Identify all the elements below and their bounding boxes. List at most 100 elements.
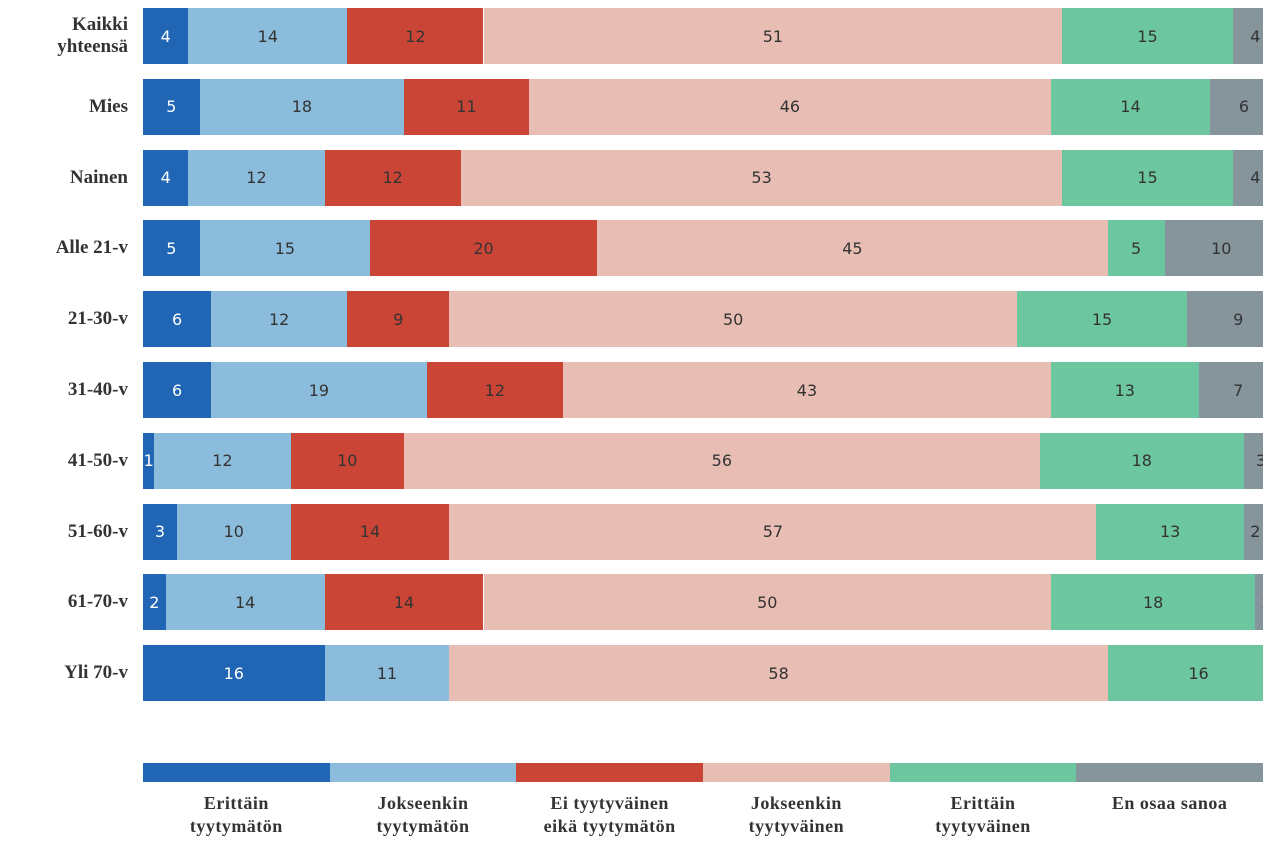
value-label: 11	[376, 663, 398, 683]
value-label: 19	[308, 380, 330, 400]
bar-segment	[324, 574, 484, 631]
value-label: 10	[223, 522, 244, 542]
bar-segment	[290, 432, 405, 489]
bar-segment	[1107, 220, 1165, 277]
bar-segment	[449, 503, 1097, 560]
value-label: 9	[393, 309, 404, 329]
bar-segment	[143, 149, 189, 206]
legend-label: Ei tyytyväinen eikä tyytymätön	[543, 793, 676, 836]
bar-segment	[188, 149, 325, 206]
value-label: 7	[1233, 380, 1244, 400]
legend-swatch	[516, 763, 703, 782]
bar-segment	[1096, 503, 1244, 560]
value-label: 14	[257, 26, 279, 46]
bar-segment	[177, 503, 291, 560]
value-label: 12	[405, 26, 426, 46]
value-label: 43	[796, 380, 818, 400]
value-label: 50	[723, 309, 744, 329]
bar-segment	[1232, 8, 1263, 64]
bar-segment	[1062, 8, 1233, 64]
value-label: 58	[768, 663, 789, 683]
value-label: 57	[762, 522, 784, 542]
value-label: 53	[751, 168, 772, 188]
bar-segment	[143, 362, 212, 418]
bar-segment	[404, 78, 529, 135]
value-label: 13	[1159, 522, 1181, 542]
bar-segment	[143, 220, 200, 277]
bar-segment	[211, 362, 427, 418]
legend-label: Erittäin tyytyväinen	[935, 793, 1031, 836]
bar-segment	[449, 645, 1108, 702]
legend-label: Jokseenkin tyytyväinen	[748, 793, 845, 836]
value-label: 18	[1131, 451, 1152, 471]
legend-label: Erittäin tyytymätön	[189, 793, 283, 836]
legend-swatch	[703, 763, 890, 782]
category-label: 61-70-v	[67, 591, 128, 613]
value-label: 6	[1238, 97, 1250, 117]
bar-segment	[199, 220, 370, 277]
value-label: 6	[171, 309, 183, 329]
value-label: 1	[143, 451, 154, 471]
bar-segment	[483, 574, 1051, 631]
bar-segment	[143, 291, 212, 348]
bar-segment	[154, 432, 291, 489]
value-label: 4	[160, 26, 171, 46]
bar-segment	[324, 149, 461, 206]
bar-segment	[460, 149, 1063, 206]
value-label: 14	[359, 522, 381, 542]
bar-segment	[1232, 149, 1263, 206]
value-label: 12	[269, 309, 290, 329]
bar-segment	[347, 291, 450, 348]
value-label: 3	[154, 522, 166, 542]
bar-segment	[1051, 78, 1210, 135]
value-label: 15	[1091, 309, 1113, 329]
category-label: Yli 70-v	[64, 662, 128, 684]
value-label: 18	[291, 97, 313, 117]
bar-segment	[1107, 645, 1263, 702]
category-label: Nainen	[69, 166, 128, 188]
category-label: Mies	[88, 95, 128, 117]
value-label: 16	[1188, 663, 1209, 683]
bar-segment	[1164, 220, 1263, 277]
value-label: 11	[456, 97, 477, 117]
category-label: 21-30-v	[67, 308, 128, 330]
bar-segment	[1198, 362, 1263, 418]
bar-segment	[528, 78, 1051, 135]
value-label: 20	[473, 238, 494, 258]
bar-segment	[426, 362, 563, 418]
legend-swatch	[889, 763, 1077, 782]
bar-segment	[1243, 432, 1263, 489]
legend-label: En osaa sanoa	[1111, 793, 1228, 813]
bar-segment	[211, 291, 348, 348]
value-label: 15	[1137, 26, 1158, 46]
bar-segment	[1243, 503, 1263, 560]
value-label: 4	[1250, 168, 1261, 188]
category-label: 31-40-v	[67, 379, 128, 400]
bar-segment	[1051, 574, 1256, 631]
legend-swatch	[143, 763, 330, 782]
legend-swatch	[1076, 763, 1263, 782]
value-label: 14	[1120, 97, 1141, 117]
value-label: 10	[337, 451, 358, 471]
category-label: Kaikki yhteensä	[57, 14, 128, 57]
value-label: 45	[842, 238, 863, 258]
bar-segment	[290, 503, 450, 560]
bar-segment	[1016, 291, 1188, 348]
legend-swatch	[329, 763, 517, 782]
bar-segment	[143, 645, 325, 702]
bar-segment	[1051, 362, 1199, 418]
legend-label: Jokseenkin tyytymätön	[376, 793, 470, 836]
value-label: 2	[1250, 522, 1261, 542]
bar-segment	[483, 8, 1063, 64]
value-label: 5	[166, 238, 177, 258]
bar-segment	[143, 574, 166, 631]
value-label: 4	[160, 168, 171, 188]
bar-segment	[370, 220, 597, 277]
bar-segment	[1039, 432, 1244, 489]
value-label: 10	[1211, 238, 1232, 258]
value-label: 12	[246, 168, 267, 188]
bar-segment	[597, 220, 1108, 277]
value-label: 14	[393, 592, 415, 612]
category-label: Alle 21-v	[55, 237, 128, 259]
